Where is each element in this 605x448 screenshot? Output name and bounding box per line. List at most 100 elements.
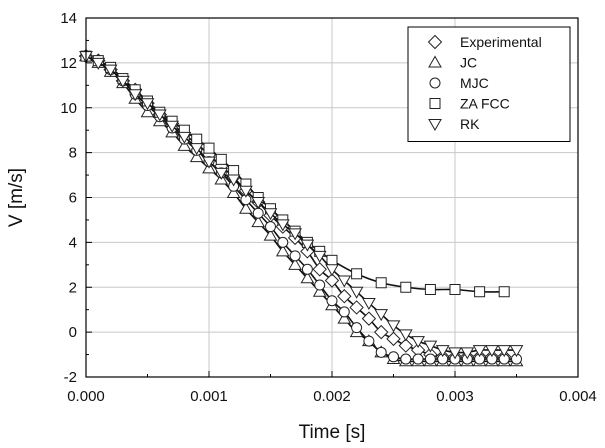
data-point-experimental	[312, 262, 327, 277]
data-point-mjc	[388, 351, 399, 363]
y-tick-label: 6	[69, 190, 77, 207]
data-point-experimental	[349, 300, 364, 315]
data-point-rk	[128, 89, 143, 102]
data-point-jc	[337, 311, 352, 324]
y-tick-label: 0	[69, 324, 77, 341]
data-point-za-fcc	[326, 254, 338, 266]
data-point-rk	[177, 131, 192, 144]
data-point-za-fcc	[228, 165, 240, 177]
data-point-rk	[374, 309, 389, 322]
x-tick-label: 0.001	[190, 388, 228, 405]
data-point-experimental	[398, 338, 414, 353]
data-point-mjc	[301, 263, 313, 275]
ticks	[85, 17, 579, 378]
data-point-rk	[423, 340, 438, 353]
data-point-jc	[239, 201, 253, 214]
data-point-rk	[509, 345, 524, 358]
y-tick-label: 2	[69, 279, 77, 296]
data-point-rk	[485, 345, 499, 358]
data-point-za-fcc	[474, 286, 486, 298]
data-point-jc	[312, 284, 327, 297]
legend-marker-za-fcc	[429, 98, 441, 109]
legend-marker-rk	[428, 119, 442, 132]
tick-labels: 0.000 0.001 0.002 0.003 0.004 -2 0 2 4 6 8 10 12 14	[60, 10, 596, 405]
legend-label-jc: JC	[460, 55, 477, 71]
data-point-za-fcc	[351, 268, 363, 280]
data-point-mjc	[289, 250, 301, 262]
data-point-jc	[251, 215, 266, 228]
data-point-rk	[116, 75, 130, 88]
data-point-experimental	[337, 289, 352, 304]
y-tick-label: 10	[60, 100, 77, 117]
data-point-experimental	[373, 324, 389, 340]
data-point-rk	[189, 143, 204, 156]
data-point-rk	[472, 345, 487, 358]
data-point-mjc	[363, 335, 375, 347]
x-tick-label: 0.003	[436, 388, 474, 405]
data-point-za-fcc	[498, 286, 510, 298]
data-point-rk	[312, 250, 327, 263]
data-point-mjc	[326, 295, 338, 307]
data-point-rk	[275, 219, 290, 232]
data-point-za-fcc	[203, 142, 215, 154]
data-point-rk	[448, 347, 462, 360]
data-point-jc	[275, 244, 290, 257]
data-point-experimental	[386, 331, 401, 347]
data-point-jc	[140, 105, 155, 118]
data-point-mjc	[412, 353, 424, 365]
data-point-rk	[165, 120, 179, 133]
data-point-jc	[177, 138, 192, 151]
legend-marker-jc	[428, 55, 442, 68]
data-point-rk	[300, 239, 315, 252]
data-point-rk	[337, 275, 352, 288]
data-point-rk	[140, 98, 155, 111]
y-tick-label: 4	[69, 234, 77, 251]
data-point-za-fcc	[215, 153, 227, 165]
data-point-mjc	[277, 236, 289, 248]
data-point-mjc	[400, 353, 412, 365]
y-tick-label: 8	[69, 145, 77, 162]
data-point-rk	[214, 167, 229, 180]
data-point-rk	[349, 286, 364, 299]
legend-marker-experimental	[427, 34, 443, 50]
data-point-experimental	[361, 311, 377, 326]
data-point-rk	[152, 109, 167, 122]
data-point-rk	[411, 336, 425, 349]
y-axis-title: V [m/s]	[6, 168, 27, 227]
data-point-rk	[435, 345, 450, 358]
legend-marker-mjc	[429, 77, 441, 89]
x-tick-label: 0.002	[313, 388, 351, 405]
data-point-jc	[189, 150, 204, 163]
data-point-jc	[263, 228, 278, 241]
data-point-za-fcc	[424, 283, 436, 295]
data-point-rk	[202, 156, 216, 169]
data-point-rk	[362, 297, 376, 310]
data-point-za-fcc	[449, 283, 461, 295]
y-tick-label: -2	[64, 369, 77, 386]
data-point-rk	[325, 264, 339, 277]
data-point-rk	[497, 345, 512, 358]
legend-label-experimental: Experimental	[460, 34, 542, 50]
data-point-experimental	[324, 273, 340, 288]
series-layer	[78, 48, 524, 367]
data-point-za-fcc	[400, 281, 412, 293]
y-tick-label: 12	[60, 55, 77, 72]
data-point-rk	[91, 57, 106, 70]
x-tick-label: 0.000	[67, 388, 105, 405]
data-point-mjc	[375, 346, 387, 358]
data-point-rk	[239, 185, 253, 198]
data-point-rk	[263, 208, 278, 221]
y-tick-label: 14	[60, 10, 77, 27]
data-point-rk	[288, 228, 302, 241]
data-point-rk	[226, 174, 241, 187]
data-point-jc	[300, 271, 315, 284]
data-point-rk	[460, 347, 475, 360]
data-point-za-fcc	[191, 133, 203, 145]
data-point-mjc	[424, 353, 436, 365]
data-point-mjc	[338, 306, 350, 318]
data-point-jc	[226, 186, 241, 199]
series-line-za-fcc	[85, 55, 505, 293]
x-tick-label: 0.004	[559, 388, 597, 405]
data-point-za-fcc	[375, 277, 387, 289]
